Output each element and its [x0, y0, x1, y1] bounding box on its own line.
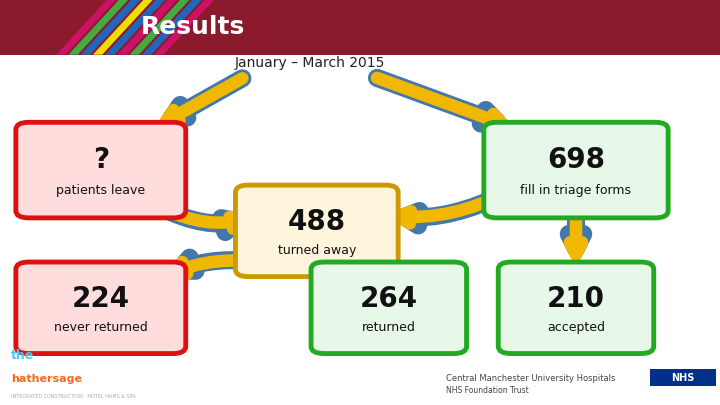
Polygon shape [154, 0, 214, 55]
Text: turned away: turned away [278, 243, 356, 257]
FancyBboxPatch shape [16, 122, 186, 218]
Polygon shape [105, 0, 165, 55]
Polygon shape [130, 0, 189, 55]
Text: NHS: NHS [672, 373, 695, 383]
Text: 224: 224 [72, 285, 130, 313]
Text: fill in triage forms: fill in triage forms [521, 184, 631, 197]
Text: returned: returned [362, 320, 415, 334]
Polygon shape [81, 0, 140, 55]
FancyBboxPatch shape [311, 262, 467, 354]
Text: 264: 264 [360, 285, 418, 313]
FancyBboxPatch shape [498, 262, 654, 354]
Text: January – March 2015: January – March 2015 [235, 56, 384, 70]
Text: never returned: never returned [54, 320, 148, 334]
Text: NHS Foundation Trust: NHS Foundation Trust [446, 386, 529, 395]
Text: accepted: accepted [547, 320, 605, 334]
Polygon shape [142, 0, 202, 55]
Polygon shape [93, 0, 153, 55]
Text: 210: 210 [547, 285, 605, 313]
Text: 488: 488 [288, 208, 346, 236]
Polygon shape [68, 0, 128, 55]
FancyBboxPatch shape [484, 122, 668, 218]
FancyBboxPatch shape [235, 185, 398, 277]
Text: Central Manchester University Hospitals: Central Manchester University Hospitals [446, 374, 616, 383]
Text: patients leave: patients leave [56, 184, 145, 197]
Polygon shape [56, 0, 116, 55]
FancyBboxPatch shape [0, 0, 720, 55]
FancyBboxPatch shape [650, 369, 716, 386]
Text: ?: ? [93, 146, 109, 175]
Polygon shape [117, 0, 177, 55]
Text: 698: 698 [547, 146, 605, 175]
FancyBboxPatch shape [16, 262, 186, 354]
Text: Results: Results [140, 15, 245, 39]
